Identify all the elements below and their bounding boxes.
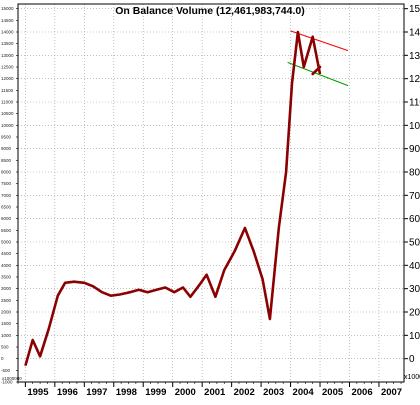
x-tick-label: 2003 xyxy=(263,387,284,398)
obv-series-line xyxy=(24,30,322,367)
obv-series-tail xyxy=(311,65,322,76)
left-tick-label: 6000 xyxy=(1,216,12,221)
left-tick-label: 2500 xyxy=(1,298,12,303)
left-tick-label: 9000 xyxy=(1,146,12,151)
left-tick-label: 11000 xyxy=(1,100,14,105)
left-tick-label: 7000 xyxy=(1,193,12,198)
left-tick-label: 10000 xyxy=(1,123,14,128)
x-tick-label: 2001 xyxy=(204,387,226,398)
left-tick-label: 3000 xyxy=(1,286,12,291)
x-tick-label: 2007 xyxy=(381,387,402,398)
right-tick-label: 110 xyxy=(409,98,420,109)
left-tick-label: 500 xyxy=(1,345,9,350)
left-tick-label: 15000 xyxy=(1,6,14,11)
left-tick-label: 8000 xyxy=(1,170,12,175)
left-tick-label: -500 xyxy=(1,368,11,373)
right-axis: 1501401301201101009080706050403020100 xyxy=(404,4,420,365)
right-tick-label: 130 xyxy=(409,51,420,62)
right-tick-label: 50 xyxy=(409,238,420,249)
right-tick-label: 10 xyxy=(409,331,420,342)
left-tick-label: 3500 xyxy=(1,275,12,280)
trendline xyxy=(290,30,349,52)
x-tick-label: 1999 xyxy=(145,387,166,398)
grid-layer xyxy=(18,4,404,382)
left-tick-label: 1000 xyxy=(1,333,12,338)
plot-frame xyxy=(17,3,405,383)
left-tick-label: 7500 xyxy=(1,181,12,186)
right-tick-label: 0 xyxy=(409,354,415,365)
left-tick-label: 4500 xyxy=(1,251,12,256)
left-axis: 1500014500140001350013000125001200011500… xyxy=(1,6,18,385)
left-axis-unit-label: x1000000 xyxy=(2,376,22,381)
left-tick-label: 4000 xyxy=(1,263,12,268)
left-tick-label: 13000 xyxy=(1,53,14,58)
x-tick-label: 1997 xyxy=(86,387,107,398)
left-tick-label: 10500 xyxy=(1,111,14,116)
trendline xyxy=(287,61,349,87)
left-tick-label: 1500 xyxy=(1,321,12,326)
right-tick-label: 30 xyxy=(409,284,420,295)
x-tick-label: 1996 xyxy=(57,387,78,398)
right-tick-label: 90 xyxy=(409,144,420,155)
x-tick-label: 2004 xyxy=(293,387,315,398)
left-tick-label: 14000 xyxy=(1,30,14,35)
right-tick-label: 120 xyxy=(409,74,420,85)
x-tick-label: 2002 xyxy=(234,387,255,398)
right-axis-unit-label: x1000 xyxy=(404,374,420,381)
x-tick-label: 1995 xyxy=(27,387,49,398)
trendlines xyxy=(287,30,349,87)
left-tick-label: 11500 xyxy=(1,88,14,93)
left-tick-label: 2000 xyxy=(1,310,12,315)
x-tick-label: 2000 xyxy=(175,387,196,398)
left-tick-label: 13500 xyxy=(1,41,14,46)
right-tick-label: 20 xyxy=(409,308,420,319)
left-tick-label: -1000 xyxy=(1,380,13,385)
left-tick-label: 5500 xyxy=(1,228,12,233)
left-tick-label: 14500 xyxy=(1,18,14,23)
x-tick-label: 2005 xyxy=(322,387,344,398)
left-tick-label: 6500 xyxy=(1,205,12,210)
left-tick-label: 9500 xyxy=(1,135,12,140)
right-tick-label: 100 xyxy=(409,121,420,132)
series-layer xyxy=(24,30,322,367)
left-tick-label: 0 xyxy=(1,356,4,361)
left-tick-label: 8500 xyxy=(1,158,12,163)
left-tick-label: 5000 xyxy=(1,240,12,245)
x-axis: 1995 1996 1997 1998 1999 2000 2001 2002 2003 2004… xyxy=(17,382,402,398)
left-tick-label: 12500 xyxy=(1,65,14,70)
right-tick-label: 40 xyxy=(409,261,420,272)
right-tick-label: 60 xyxy=(409,214,420,225)
right-tick-label: 140 xyxy=(409,28,420,39)
right-tick-label: 80 xyxy=(409,168,420,179)
right-tick-label: 70 xyxy=(409,191,420,202)
chart-title: On Balance Volume (12,461,983,744.0) xyxy=(115,5,305,17)
right-tick-label: 150 xyxy=(409,4,420,15)
x-tick-label: 2006 xyxy=(351,387,372,398)
x-tick-label: 1998 xyxy=(116,387,137,398)
left-tick-label: 12000 xyxy=(1,76,14,81)
